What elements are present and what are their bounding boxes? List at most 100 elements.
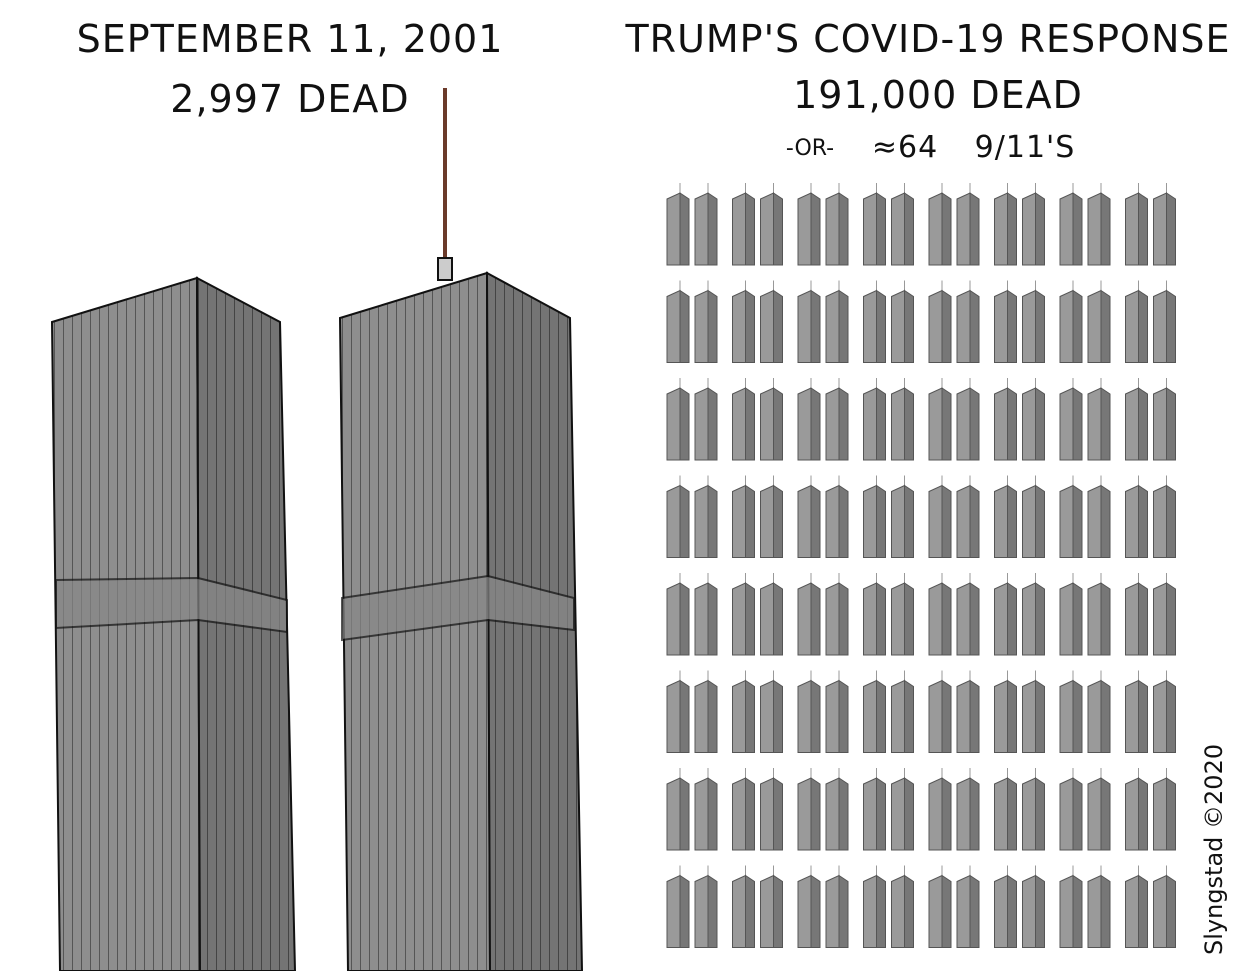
mini-tower [1153, 777, 1167, 851]
mini-tower [1153, 874, 1167, 948]
mini-tower [994, 387, 1008, 461]
mini-tower [904, 679, 914, 753]
mini-tower [1100, 387, 1111, 461]
mini-tower [666, 387, 681, 461]
mini-tower [1100, 192, 1111, 266]
mini-tower [745, 777, 755, 851]
mini-tower [679, 289, 690, 363]
mini-tower [904, 874, 914, 948]
mini-tower [969, 289, 980, 363]
mini-tower [1072, 387, 1083, 461]
mini-tower [1125, 679, 1139, 753]
mini-tower [1100, 582, 1111, 656]
mini-tower [1138, 387, 1148, 461]
mini-tower [694, 777, 709, 851]
mini-tower [1138, 289, 1148, 363]
mini-tower [1072, 582, 1083, 656]
mini-tower [1166, 484, 1176, 558]
mini-tower [941, 289, 952, 363]
mini-tower [838, 874, 849, 948]
mini-tower [956, 582, 971, 656]
mini-tower [941, 777, 952, 851]
mini-tower [732, 484, 746, 558]
mini-tower [994, 484, 1008, 558]
mini-tower [1125, 874, 1139, 948]
mini-tower [1007, 387, 1017, 461]
mini-tower [679, 484, 690, 558]
mini-tower [941, 874, 952, 948]
mini-tower [694, 192, 709, 266]
mini-tower [1153, 289, 1167, 363]
mini-tower [679, 192, 690, 266]
mini-tower [694, 874, 709, 948]
unit-label: 9/11'S [975, 130, 1076, 165]
mini-tower [891, 484, 905, 558]
mini-tower [1125, 387, 1139, 461]
mini-tower [941, 387, 952, 461]
mini-tower [1166, 387, 1176, 461]
mini-tower [666, 874, 681, 948]
mini-tower [904, 289, 914, 363]
mini-tower [863, 289, 877, 363]
mini-tower [1059, 679, 1074, 753]
mini-tower [876, 874, 886, 948]
mini-tower [1166, 777, 1176, 851]
mini-tower [876, 484, 886, 558]
mini-tower [1100, 289, 1111, 363]
mini-tower [1072, 874, 1083, 948]
mini-tower [891, 679, 905, 753]
mini-tower [810, 289, 821, 363]
mini-tower [1087, 874, 1102, 948]
mini-tower [825, 484, 840, 558]
mini-tower [797, 289, 812, 363]
mini-tower [1138, 582, 1148, 656]
mini-tower [941, 679, 952, 753]
mini-tower [969, 192, 980, 266]
mini-tower [773, 387, 783, 461]
mini-tower [994, 582, 1008, 656]
mini-tower [694, 387, 709, 461]
mini-tower [838, 289, 849, 363]
mini-tower [773, 192, 783, 266]
mini-tower [797, 192, 812, 266]
right-title: TRUMP'S COVID-19 RESPONSE [624, 17, 1230, 61]
mini-tower [838, 192, 849, 266]
mini-tower [797, 679, 812, 753]
mini-tower [773, 289, 783, 363]
mini-tower [666, 582, 681, 656]
mini-tower [863, 387, 877, 461]
mini-tower [891, 777, 905, 851]
mini-tower [732, 582, 746, 656]
mini-tower [1166, 289, 1176, 363]
mini-tower [876, 387, 886, 461]
mini-tower [904, 777, 914, 851]
mini-tower [1022, 777, 1036, 851]
mini-tower [679, 387, 690, 461]
mini-tower [732, 777, 746, 851]
mini-tower [773, 582, 783, 656]
mini-tower [1153, 679, 1167, 753]
mini-tower [969, 679, 980, 753]
mini-tower [1087, 679, 1102, 753]
mini-tower [1138, 484, 1148, 558]
mini-tower [732, 192, 746, 266]
mini-tower [1059, 387, 1074, 461]
mini-tower [1125, 582, 1139, 656]
mini-tower [825, 387, 840, 461]
mini-tower [1007, 289, 1017, 363]
mini-tower [956, 192, 971, 266]
mini-tower [876, 289, 886, 363]
antenna-base [437, 257, 453, 281]
mini-tower [876, 679, 886, 753]
mini-tower [1035, 679, 1045, 753]
mini-tower [773, 777, 783, 851]
mini-tower [745, 582, 755, 656]
mini-tower [1072, 777, 1083, 851]
mini-tower [1035, 484, 1045, 558]
mini-tower [707, 387, 718, 461]
or-label: -OR- [786, 136, 834, 161]
mini-tower [941, 582, 952, 656]
mini-tower [863, 679, 877, 753]
mini-tower [1022, 289, 1036, 363]
